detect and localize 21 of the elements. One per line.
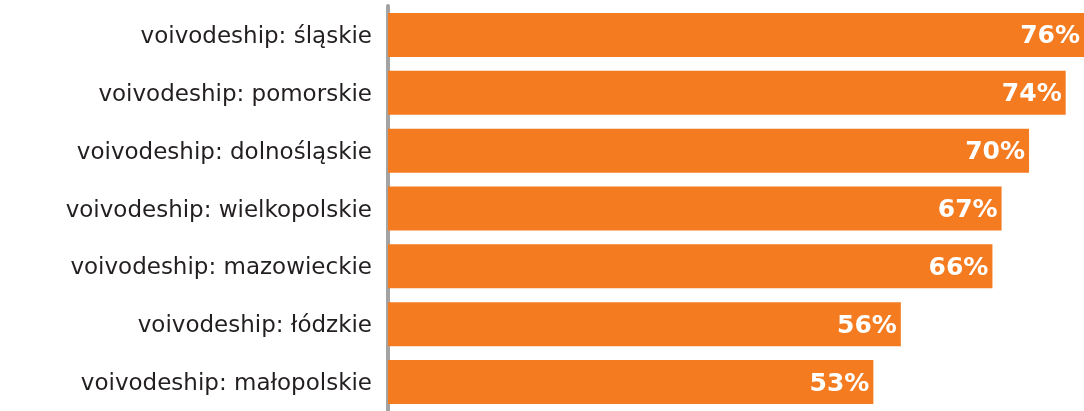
- data-label: 66%: [928, 251, 989, 281]
- data-label: 70%: [965, 136, 1026, 166]
- bar: [388, 302, 901, 347]
- y-tick-label: voivodeship: małopolskie: [80, 369, 372, 396]
- data-label: 67%: [937, 194, 998, 223]
- y-tick-label: voivodeship: dolnośląskie: [76, 137, 372, 164]
- data-label: 53%: [809, 367, 870, 397]
- y-tick-label: voivodeship: łódzkie: [137, 311, 372, 338]
- data-label: 74%: [1001, 78, 1062, 108]
- bar: [388, 186, 1002, 231]
- bar: [388, 244, 993, 289]
- data-label: 76%: [1020, 20, 1080, 50]
- bar: [388, 70, 1066, 115]
- y-tick-label: voivodeship: wielkopolskie: [65, 195, 372, 222]
- bar: [388, 128, 1030, 173]
- y-tick-label: voivodeship: śląskie: [140, 21, 372, 48]
- bar: [388, 12, 1084, 57]
- bar: [388, 360, 874, 405]
- data-label: 56%: [837, 309, 897, 339]
- y-tick-label: voivodeship: mazowieckie: [70, 253, 372, 280]
- y-tick-label: voivodeship: pomorskie: [98, 79, 372, 106]
